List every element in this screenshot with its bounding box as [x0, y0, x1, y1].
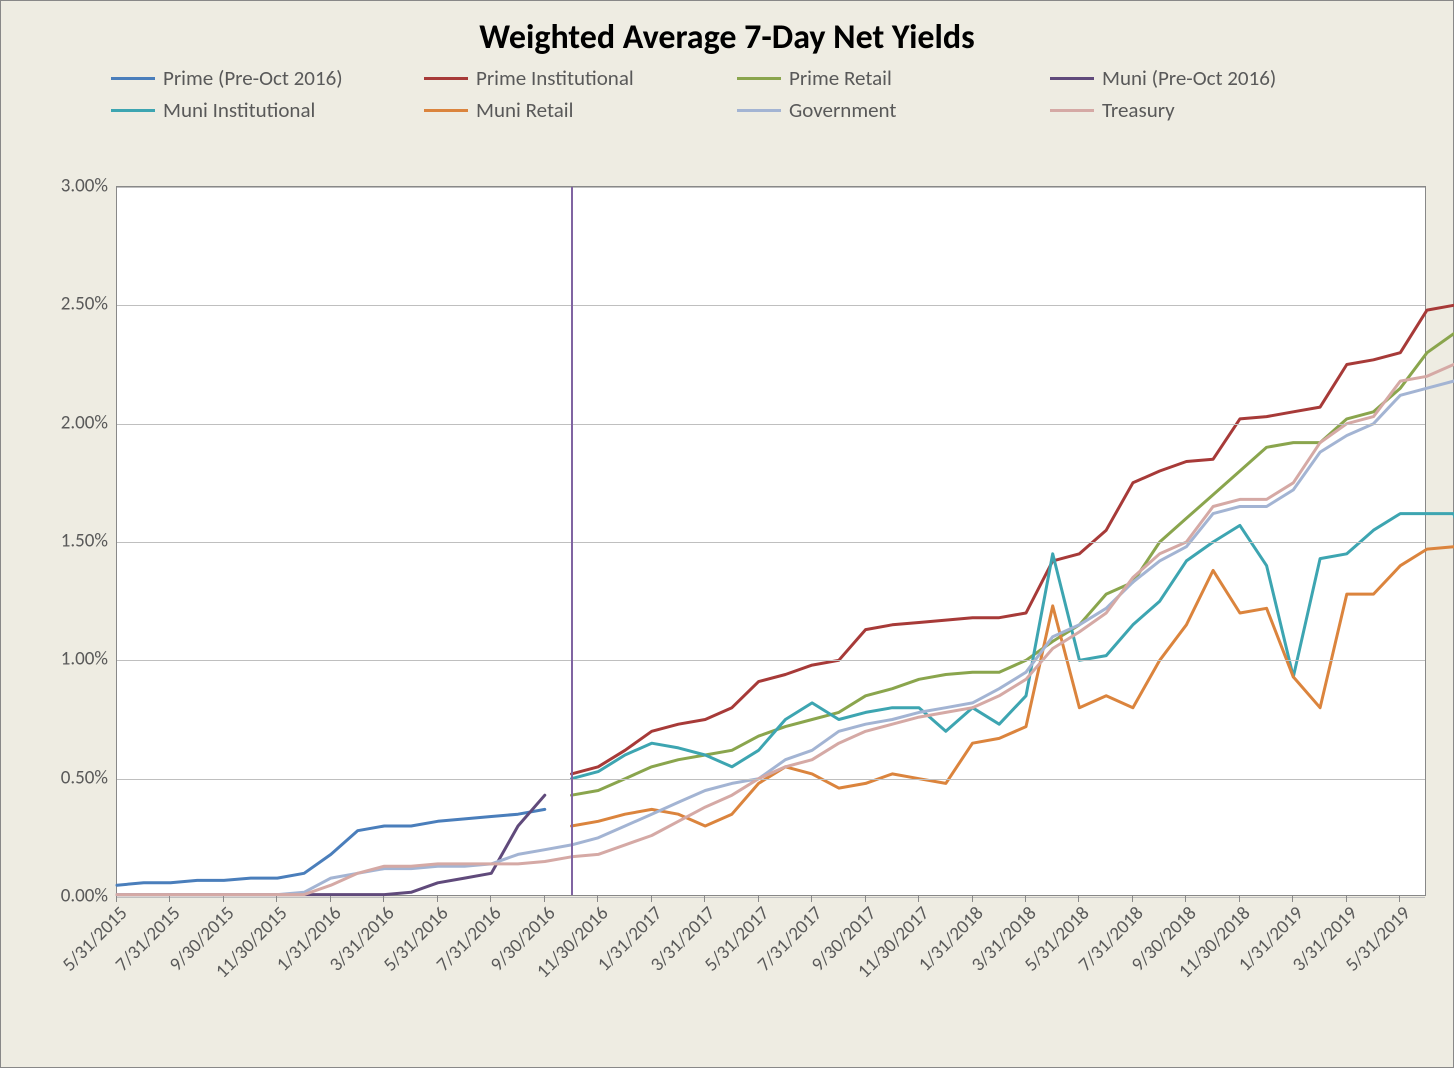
chart-container: Weighted Average 7-Day Net Yields Prime … [0, 0, 1454, 1068]
y-tick-label: 1.00% [61, 648, 108, 671]
y-axis: 0.00%0.50%1.00%1.50%2.00%2.50%3.00% [1, 186, 108, 896]
x-tick-mark [1185, 896, 1186, 902]
plot-area [116, 186, 1426, 896]
legend: Prime (Pre-Oct 2016) Prime Institutional P… [1, 58, 1453, 134]
x-tick-mark [811, 896, 812, 902]
x-tick-mark [116, 896, 117, 902]
legend-swatch [424, 109, 468, 112]
y-tick-label: 3.00% [61, 175, 108, 198]
x-tick-mark [704, 896, 705, 902]
x-tick-mark [276, 896, 277, 902]
legend-label: Government [789, 97, 896, 123]
y-tick-label: 2.00% [61, 411, 108, 434]
legend-item: Prime (Pre-Oct 2016) [111, 62, 424, 94]
legend-label: Muni (Pre-Oct 2016) [1102, 65, 1276, 91]
legend-item: Muni (Pre-Oct 2016) [1050, 62, 1363, 94]
x-tick-mark [1078, 896, 1079, 902]
legend-item: Prime Institutional [424, 62, 737, 94]
series-line [572, 447, 1454, 826]
legend-swatch [424, 77, 468, 80]
gridline [117, 424, 1425, 425]
legend-swatch [111, 109, 155, 112]
legend-label: Treasury [1102, 97, 1175, 123]
series-line [117, 376, 1454, 894]
legend-swatch [1050, 77, 1094, 80]
x-tick-mark [1292, 896, 1293, 902]
legend-label: Prime Institutional [476, 65, 634, 91]
legend-swatch [111, 77, 155, 80]
y-tick-label: 1.50% [61, 530, 108, 553]
gridline [117, 660, 1425, 661]
legend-label: Muni Institutional [163, 97, 315, 123]
x-tick-mark [169, 896, 170, 902]
y-tick-label: 2.50% [61, 293, 108, 316]
series-line [572, 329, 1454, 795]
chart-title: Weighted Average 7-Day Net Yields [1, 1, 1453, 58]
legend-label: Prime (Pre-Oct 2016) [163, 65, 343, 91]
y-tick-label: 0.00% [61, 885, 108, 908]
legend-label: Muni Retail [476, 97, 573, 123]
x-tick-mark [490, 896, 491, 902]
x-axis: 5/31/20157/31/20159/30/201511/30/20151/3… [116, 896, 1426, 1066]
reference-vline [571, 187, 573, 895]
legend-label: Prime Retail [789, 65, 892, 91]
x-tick-mark [597, 896, 598, 902]
series-line [117, 365, 1454, 895]
legend-item: Muni Retail [424, 94, 737, 126]
legend-item: Treasury [1050, 94, 1363, 126]
gridline [117, 542, 1425, 543]
gridline [117, 779, 1425, 780]
x-tick-mark [383, 896, 384, 902]
legend-item: Muni Institutional [111, 94, 424, 126]
legend-item: Government [737, 94, 1050, 126]
x-tick-mark [1025, 896, 1026, 902]
legend-item: Prime Retail [737, 62, 1050, 94]
legend-swatch [1050, 109, 1094, 112]
gridline [117, 305, 1425, 306]
y-tick-label: 0.50% [61, 766, 108, 789]
legend-swatch [737, 109, 781, 112]
series-line [572, 400, 1454, 779]
gridline [117, 187, 1425, 188]
legend-swatch [737, 77, 781, 80]
x-tick-mark [1399, 896, 1400, 902]
